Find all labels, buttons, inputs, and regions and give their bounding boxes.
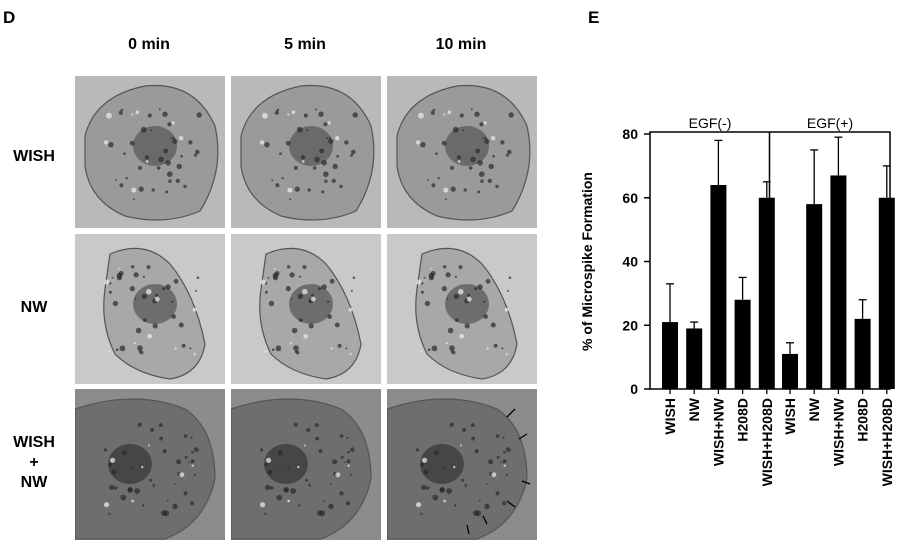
x-tick-label: WISH+H208D	[879, 398, 895, 486]
x-tick-label: NW	[806, 397, 822, 421]
micrograph-wish-nw-col3	[387, 389, 537, 540]
row-label-wish-plus-nw: WISH + NW	[0, 433, 68, 493]
y-tick-label: 80	[622, 126, 638, 142]
column-header-0min: 0 min	[128, 36, 170, 53]
x-tick-label: NW	[686, 397, 702, 421]
x-tick-label: WISH	[782, 398, 798, 435]
bar	[830, 175, 847, 389]
column-header-10min: 10 min	[435, 36, 487, 53]
micrograph-wish-col3	[387, 76, 537, 228]
x-tick-label: WISH	[662, 398, 678, 435]
row-label-line: WISH	[13, 148, 55, 165]
x-tick-label: H208D	[735, 398, 751, 442]
panel-d-letter: D	[3, 8, 16, 27]
micrograph-wish-col2	[231, 76, 381, 228]
bar	[734, 299, 751, 389]
y-tick-label: 20	[622, 317, 638, 333]
bar	[710, 185, 727, 389]
row-label-line: NW	[20, 474, 48, 491]
column-header-5min: 5 min	[284, 36, 326, 53]
row-label-nw: NW	[0, 298, 68, 318]
row-label-wish: WISH	[0, 147, 68, 167]
micrograph-nw-col3	[387, 234, 537, 384]
microspike-bar-chart: EGF(-) EGF(+) 0 20 40 60 80 % of Microspike For…	[579, 115, 895, 486]
bar	[686, 328, 703, 389]
y-tick-label: 40	[622, 254, 638, 270]
bar	[878, 197, 895, 389]
row-label-line: NW	[20, 299, 48, 316]
x-tick-label: H208D	[855, 398, 871, 442]
x-tick-label: WISH+NW	[830, 397, 846, 466]
bar	[806, 204, 823, 389]
micrograph-wish-nw-col1	[75, 389, 225, 540]
y-tick-label: 0	[630, 381, 638, 397]
bar	[758, 197, 775, 389]
micrograph-wish-nw-col2	[231, 389, 381, 540]
row-label-line: +	[29, 454, 39, 471]
micrograph-nw-col1	[75, 234, 225, 384]
row-label-line: WISH	[13, 434, 55, 451]
group-title: EGF(+)	[807, 115, 853, 131]
panel-e-letter: E	[588, 8, 600, 27]
bar	[662, 322, 678, 389]
group-title: EGF(-)	[689, 115, 732, 131]
y-axis-label: % of Microspike Formation	[579, 172, 595, 351]
x-tick-label: WISH+H208D	[759, 398, 775, 486]
y-tick-label: 60	[622, 190, 638, 206]
micrograph-wish-col1	[75, 76, 225, 228]
x-tick-label: WISH+NW	[710, 397, 726, 466]
bar	[854, 318, 871, 389]
micrograph-nw-col2	[231, 234, 381, 384]
bar	[782, 353, 798, 389]
